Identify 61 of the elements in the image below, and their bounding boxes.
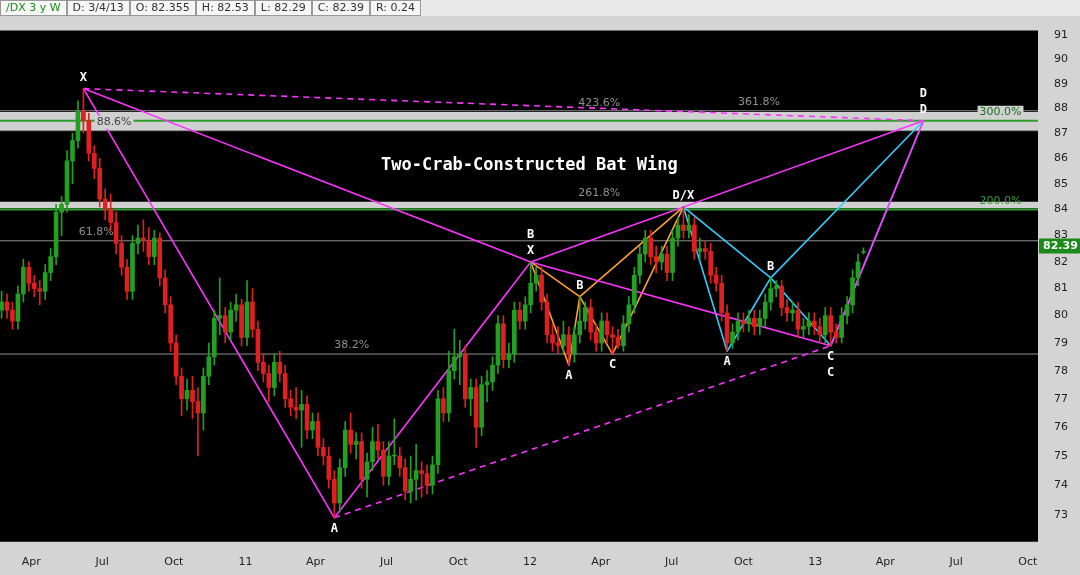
y-tick-label: 89 — [1054, 76, 1068, 90]
text: H: 82.53 — [195, 0, 255, 16]
x-tick-label: Oct — [733, 555, 754, 569]
annotation: B — [527, 227, 535, 242]
x-tick-label: Jul — [378, 555, 394, 569]
annotation: A — [330, 520, 339, 535]
x-tick-label: Jul — [948, 555, 963, 569]
x-tick-label: Oct — [448, 555, 469, 569]
y-tick-label: 84 — [1054, 202, 1068, 216]
y-tick-label: 91 — [1054, 28, 1068, 42]
annotation: A — [565, 368, 574, 383]
text: O: 82.355 — [129, 0, 196, 16]
text: C: 82.39 — [311, 0, 371, 16]
annotation: D — [919, 85, 928, 100]
x-tick-label: Apr — [875, 555, 896, 569]
x-tick-label: Oct — [1018, 555, 1039, 569]
annotation: 300.0% — [979, 105, 1022, 119]
y-tick-label: 78 — [1054, 363, 1068, 377]
y-tick-label: 85 — [1054, 176, 1068, 190]
annotation: 88.6% — [96, 115, 132, 129]
y-tick-label: 73 — [1054, 507, 1068, 521]
y-tick-label: 86 — [1054, 151, 1068, 165]
annotation: B — [767, 259, 775, 274]
annotation: A — [723, 354, 732, 369]
x-tick-label: Jul — [664, 555, 679, 569]
y-tick-label: 88 — [1054, 101, 1068, 115]
x-tick-label: Apr — [306, 555, 326, 569]
annotation: D/X — [672, 188, 696, 203]
chart-title: /DX 3 y W — [0, 0, 67, 16]
text: R: 0.24 — [370, 0, 422, 16]
annotation: 38.2% — [334, 338, 370, 352]
x-tick-label: Jul — [94, 555, 109, 569]
text: L: 82.29 — [254, 0, 312, 16]
y-tick-label: 76 — [1054, 420, 1068, 434]
y-tick-label: 77 — [1054, 391, 1068, 405]
annotation: 261.8% — [578, 186, 621, 200]
annotation: X — [79, 69, 88, 84]
x-tick-label: 13 — [808, 555, 823, 569]
text: Two-Crab-Constructed Bat Wing — [380, 154, 678, 175]
y-tick-label: 81 — [1054, 281, 1068, 295]
y-tick-label: 82 — [1054, 254, 1068, 268]
y-tick-label: 79 — [1054, 335, 1068, 349]
y-tick-label: 74 — [1054, 478, 1068, 492]
text: D: 3/4/13 — [66, 0, 130, 16]
annotation: B — [576, 277, 584, 292]
x-tick-label: 11 — [238, 555, 253, 569]
annotation: C — [827, 364, 835, 379]
x-tick-label: Apr — [21, 555, 42, 569]
y-tick-label: 90 — [1054, 52, 1068, 66]
annotation: X — [527, 243, 536, 258]
annotation: C — [608, 357, 617, 372]
x-tick-label: Apr — [591, 555, 611, 569]
annotation: 423.6% — [578, 96, 621, 110]
annotation: 361.8% — [737, 95, 780, 109]
x-tick-label: Oct — [164, 555, 184, 569]
x-tick-label: 12 — [522, 555, 537, 569]
y-tick-label: 75 — [1054, 448, 1068, 462]
y-tick-label: 80 — [1054, 308, 1068, 322]
annotation: C — [827, 348, 835, 363]
annotation: 61.8% — [78, 225, 114, 239]
y-tick-label: 87 — [1054, 126, 1068, 140]
